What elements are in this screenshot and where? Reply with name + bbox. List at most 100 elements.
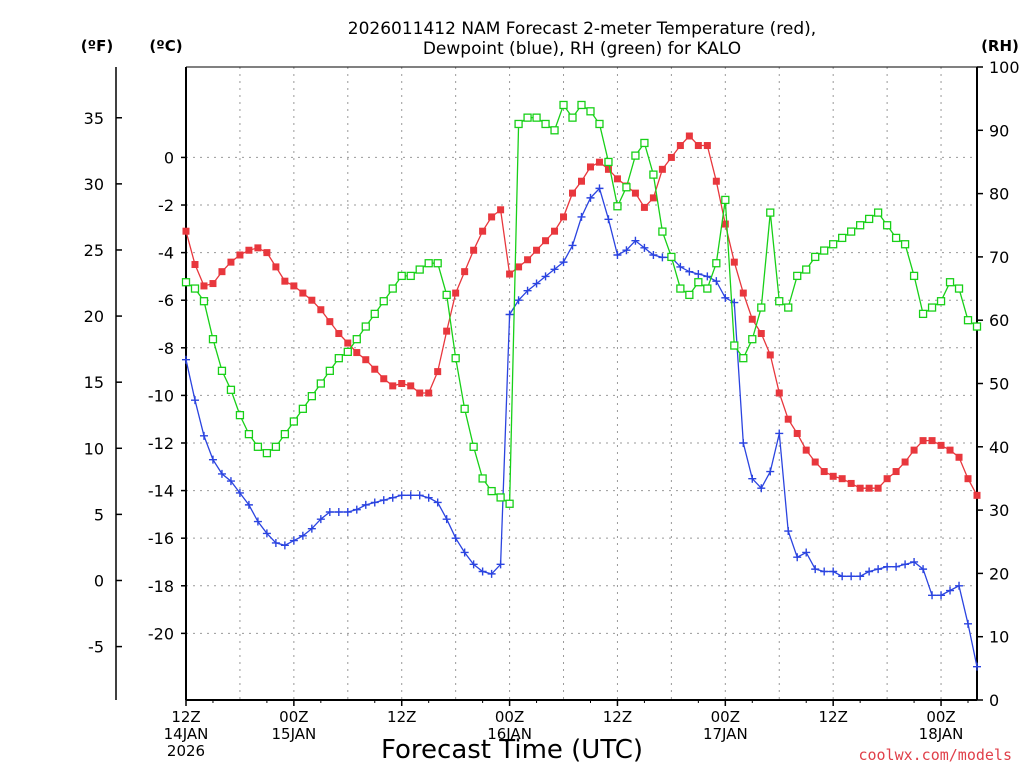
x-tick-label: 15JAN [271,725,316,743]
dewpoint-point [280,541,289,550]
dewpoint-point [802,548,811,557]
fahrenheit-tick-label: -5 [88,638,104,657]
rh-point [442,290,451,300]
temperature-point [649,194,657,202]
fahrenheit-tick-label: 5 [94,505,104,524]
dewpoint-point [226,477,235,486]
temperature-point [847,479,855,487]
temperature-point [470,246,478,254]
dewpoint-point [712,277,721,286]
dewpoint-point [253,517,262,526]
dewpoint-point [406,491,415,500]
dewpoint-point [820,567,829,576]
temperature-point [892,468,900,476]
temperature-point [452,289,460,297]
dewpoint-point [838,572,847,581]
temperature-point [263,249,271,257]
temperature-point [434,368,442,376]
x-tick-label: 16JAN [487,725,532,743]
rh-point [235,410,245,420]
dewpoint-point [316,515,325,524]
dewpoint-point [235,488,244,497]
rh-unit-label: (RH) [981,37,1019,55]
rh-point [909,271,919,281]
temperature-point [218,268,226,276]
temperature-point [829,472,837,480]
dewpoint-point [415,491,424,500]
dewpoint-point [361,500,370,509]
temperature-point [497,206,505,214]
dewpoint-point [190,396,199,405]
temperature-point [595,158,603,166]
dewpoint-point [865,567,874,576]
temperature-point [461,268,469,276]
rh-point [882,221,892,230]
rh-tick-label: 40 [989,438,1009,457]
dewpoint-point [775,429,784,438]
temperature-point [613,175,621,183]
rh-point [811,252,820,262]
rh-point [739,354,748,363]
temperature-point [398,380,406,387]
temperature-point [443,327,451,335]
dewpoint-point [397,491,406,500]
dewpoint-point [289,536,298,545]
dewpoint-point [892,562,901,571]
dewpoint-point [640,243,649,252]
dewpoint-point [541,272,550,281]
rh-point [568,113,577,122]
dewpoint-point [532,279,541,288]
dewpoint-point [946,586,955,595]
temperature-point [694,142,702,150]
rh-line [185,103,978,506]
dewpoint-point [793,553,802,562]
dewpoint-point [379,496,388,505]
temperature-point [955,453,963,461]
temperature-point [937,441,945,449]
dewpoint-point [694,270,703,279]
temperature-point [712,177,720,185]
temperature-point [739,289,747,297]
x-tick-label: 14JAN [164,725,209,743]
dewpoint-point [559,258,568,267]
temperature-point [973,491,981,499]
temperature-point [838,475,846,483]
temperature-point [200,282,208,290]
x-axis-title: Forecast Time (UTC) [381,735,643,765]
temperature-point [344,339,352,347]
rh-point [559,100,568,110]
rh-point [712,259,721,268]
temperature-point [254,244,262,252]
temperature-point [326,318,334,326]
rh-point [487,486,496,496]
rh-point [802,265,811,274]
temperature-point [542,237,550,245]
x-tick-label: 12Z [387,708,416,726]
rh-point [307,392,316,401]
rh-tick-label: 100 [989,58,1020,77]
x-tick-label: 12Z [603,708,632,726]
rh-tick-label: 0 [989,691,999,710]
fahrenheit-tick-label: 30 [84,175,104,194]
celsius-tick-label: -2 [158,196,174,215]
temperature-point [389,382,397,390]
temperature-point [919,437,927,445]
dewpoint-point [577,212,586,221]
rh-point [316,379,325,388]
temperature-point [784,415,792,423]
dewpoint-point [757,484,766,493]
temperature-point [227,258,235,266]
temperature-point [236,251,244,259]
rh-point [523,113,532,122]
rh-point [649,170,658,179]
rh-point [478,474,487,483]
dewpoint-point [604,215,613,224]
x-tick-label: 00Z [279,708,308,726]
rh-point [334,354,343,363]
rh-tick-label: 70 [989,248,1009,267]
dewpoint-point [469,560,478,569]
temperature-point [533,246,541,254]
dewpoint-point [523,286,532,295]
dewpoint-point [676,262,685,271]
rh-point [253,442,263,451]
